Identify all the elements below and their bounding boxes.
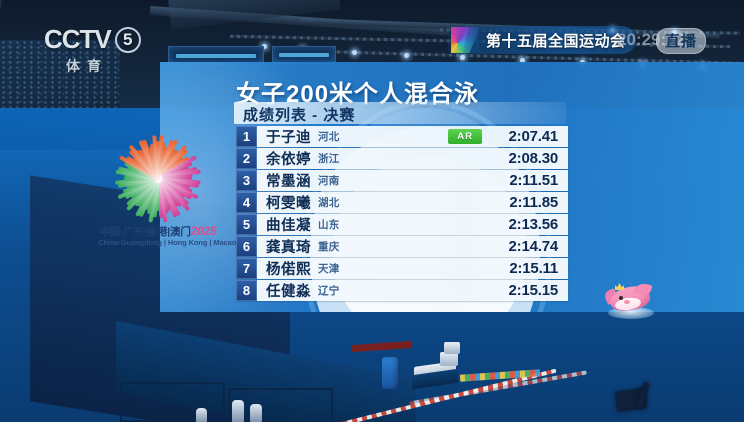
cctv-wordmark: CCTV: [44, 24, 112, 54]
athlete-province: 湖北: [318, 197, 340, 209]
athlete-province: 重庆: [318, 241, 340, 253]
result-time: 2:15.11: [509, 260, 558, 277]
athlete-name: 常墨涵: [266, 174, 311, 190]
starting-block: [444, 342, 460, 354]
deck-railing: [228, 388, 333, 422]
result-time: 2:08.30: [508, 150, 559, 167]
pink-dolphin-mascot-icon: [602, 280, 658, 321]
table-row: 1 于子迪 河北 AR 2:07.41: [236, 126, 568, 147]
equipment-drum: [382, 357, 398, 389]
athlete-province: 河南: [318, 175, 340, 187]
subtitle-bar: [234, 102, 566, 124]
poolside-official: [232, 400, 244, 422]
rank-badge: 2: [236, 148, 257, 169]
poolside-official: [196, 408, 207, 422]
games-emblem-icon: [451, 27, 479, 53]
result-time: 2:07.41: [508, 128, 559, 145]
event-banner-title: 第十五届全国运动会: [486, 32, 626, 50]
athlete-province: 河北: [318, 131, 340, 143]
games-logo: 中国·广东|香港|澳门2025 China·Guangdong | Hong K…: [98, 128, 237, 253]
stage-light: [404, 53, 409, 58]
rank-badge: 1: [236, 126, 257, 147]
table-row: 4 柯雯曦 湖北 2:11.85: [236, 192, 568, 213]
poolside-official: [250, 404, 262, 422]
athlete-name: 杨偌熙: [266, 262, 311, 278]
results-table: 1 于子迪 河北 AR 2:07.41 2 余依婷 浙江 2:08.30 3 常墨涵 河南 2:11.5…: [236, 126, 568, 302]
stage-light: [460, 55, 465, 60]
channel-number-badge: 5: [114, 26, 141, 53]
rank-badge: 4: [236, 192, 257, 213]
rank-badge: 7: [236, 258, 257, 279]
games-logo-cn-label: 中国·广东|香港|澳门: [99, 226, 191, 238]
channel-logo: CCTV 5 体育: [44, 24, 141, 76]
subtitle-label: 成绩列表 - 决赛: [243, 107, 356, 124]
result-time: 2:15.15: [508, 282, 559, 299]
stage-light: [262, 44, 267, 49]
starting-block: [440, 352, 458, 366]
rank-badge: 3: [236, 170, 257, 191]
table-row: 5 曲佳凝 山东 2:13.56: [236, 214, 568, 235]
athlete-name: 于子迪: [266, 130, 311, 146]
stage-light: [352, 50, 357, 55]
table-row: 2 余依婷 浙江 2:08.30: [236, 148, 568, 169]
live-badge: 直播: [656, 28, 707, 54]
event-banner: 第十五届全国运动会: [448, 26, 636, 54]
athlete-name: 曲佳凝: [266, 218, 311, 234]
rank-badge: 8: [236, 280, 257, 301]
result-time: 2:11.85: [509, 194, 558, 211]
athlete-name: 柯雯曦: [266, 196, 311, 212]
athlete-name: 余依婷: [266, 152, 311, 168]
record-badge: AR: [448, 129, 482, 144]
rank-badge: 6: [236, 236, 257, 257]
games-logo-burst-icon: [104, 128, 212, 226]
athlete-province: 山东: [318, 219, 340, 231]
table-row: 6 龚真琦 重庆 2:14.74: [236, 236, 568, 257]
table-row: 3 常墨涵 河南 2:11.51: [236, 170, 568, 191]
table-row: 8 任健淼 辽宁 2:15.15: [236, 280, 568, 301]
table-row: 7 杨偌熙 天津 2:15.11: [236, 258, 568, 279]
rank-badge: 5: [236, 214, 257, 235]
athlete-name: 任健淼: [266, 284, 311, 300]
stage-light: [520, 58, 525, 63]
channel-sub-label: 体育: [66, 58, 108, 74]
result-time: 2:13.56: [508, 216, 559, 233]
result-time: 2:14.74: [508, 238, 559, 255]
athlete-name: 龚真琦: [266, 240, 311, 256]
result-time: 2:11.51: [509, 172, 558, 189]
athlete-province: 辽宁: [318, 285, 340, 297]
athlete-province: 浙江: [318, 153, 340, 165]
games-logo-text-en: China·Guangdong | Hong Kong | Macao: [98, 238, 237, 247]
games-logo-year: 2025: [190, 224, 217, 238]
athlete-province: 天津: [318, 263, 340, 275]
deck-railing: [120, 382, 225, 422]
games-logo-text-cn: 中国·广东|香港|澳门2025: [98, 224, 218, 239]
